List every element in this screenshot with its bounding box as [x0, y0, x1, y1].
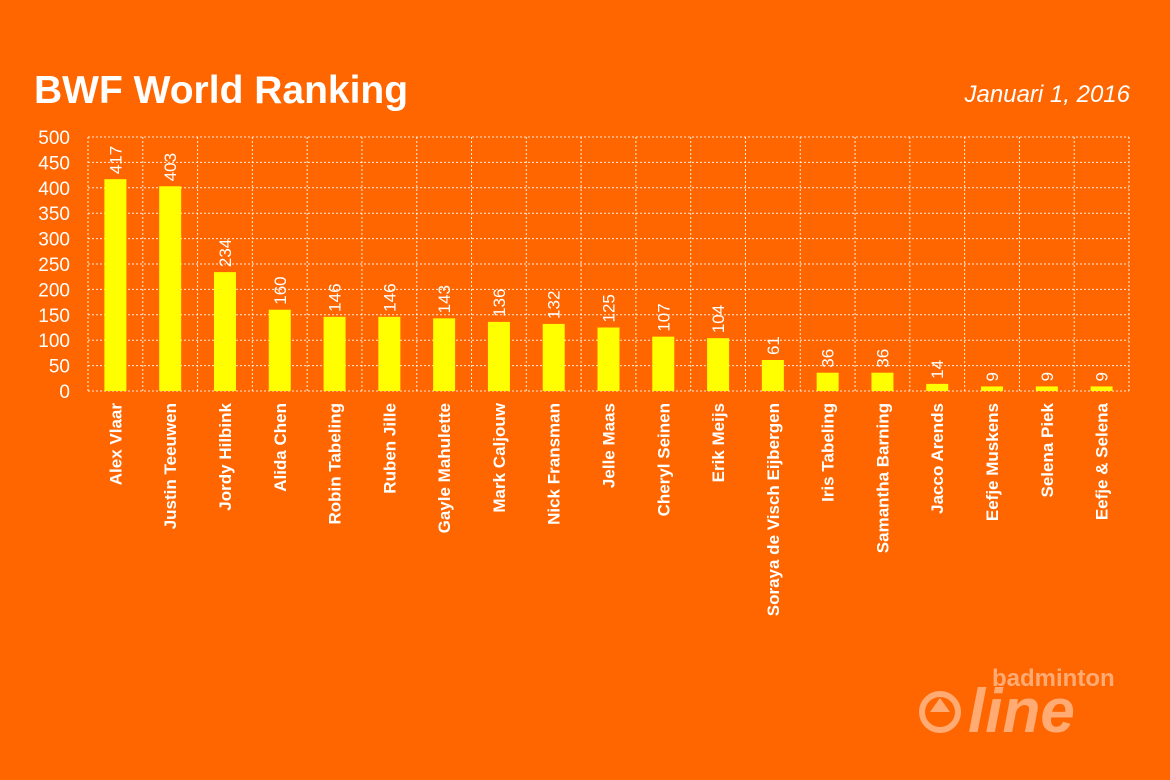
value-label: 234: [216, 239, 235, 267]
bar: [268, 309, 291, 391]
bar: [981, 386, 1004, 391]
chart-date: Januari 1, 2016: [964, 81, 1130, 108]
value-label: 146: [380, 283, 399, 311]
value-label: 132: [545, 291, 564, 319]
bar: [1090, 386, 1113, 391]
bar: [104, 179, 127, 391]
value-label: 417: [106, 146, 125, 174]
x-tick-label: Gayle Mahulette: [435, 403, 454, 533]
x-tick-label: Jelle Maas: [600, 403, 619, 488]
logo-top-text: badminton: [992, 665, 1115, 692]
bar: [1035, 386, 1058, 391]
x-tick-label: Jordy Hilbink: [216, 402, 235, 510]
value-label: 36: [873, 349, 892, 368]
x-tick-label: Alida Chen: [271, 403, 290, 492]
y-axis-ticks: 0 50 100 150 200 250 300 350 400 450 500: [38, 128, 70, 403]
bar: [597, 327, 620, 391]
chart-grid: [87, 136, 1130, 392]
x-tick-label: Erik Meijs: [709, 403, 728, 482]
value-label: 125: [600, 294, 619, 322]
bar: [159, 186, 182, 391]
y-tick-label: 450: [38, 153, 70, 174]
bar: [378, 316, 401, 391]
x-tick-label: Samantha Barning: [873, 403, 892, 553]
chart-title: BWF World Ranking: [34, 69, 409, 112]
bar: [433, 318, 456, 391]
y-tick-label: 350: [38, 204, 70, 225]
chart-bars: [104, 179, 1113, 391]
bar: [761, 360, 784, 391]
value-label: 61: [764, 336, 783, 355]
badmintonline-logo: badminton line: [919, 665, 1115, 740]
y-tick-label: 200: [38, 280, 70, 301]
x-tick-label: Eefje Muskens: [983, 403, 1002, 521]
value-label: 36: [819, 349, 838, 368]
x-tick-label: Justin Teeuwen: [161, 403, 180, 529]
x-tick-label: Selena Piek: [1038, 402, 1057, 497]
x-tick-label: Eefje & Selena: [1093, 402, 1112, 520]
y-tick-label: 0: [59, 382, 70, 403]
y-tick-label: 500: [38, 128, 70, 149]
y-tick-label: 50: [49, 357, 70, 378]
y-tick-label: 250: [38, 255, 70, 276]
x-tick-label: Ruben Jille: [380, 403, 399, 494]
logo-main-text: line: [968, 677, 1075, 740]
value-label: 107: [654, 303, 673, 331]
shuttlecock-icon: [919, 691, 961, 733]
bar: [816, 372, 839, 391]
value-labels: 417 403 234 160 146 146 143 136 132 125 107 104 61 36…: [106, 146, 1111, 382]
bar: [871, 372, 894, 391]
value-label: 104: [709, 305, 728, 333]
x-tick-label: Jacco Arends: [928, 403, 947, 514]
value-label: 160: [271, 276, 290, 304]
x-axis-labels: Alex Vlaar Justin Teeuwen Jordy Hilbink Ali…: [106, 402, 1111, 616]
x-tick-label: Robin Tabeling: [326, 403, 345, 525]
value-label: 9: [1093, 372, 1112, 381]
value-label: 9: [1038, 372, 1057, 381]
bar: [323, 316, 346, 391]
bar: [487, 321, 510, 391]
x-tick-label: Alex Vlaar: [106, 403, 125, 486]
x-tick-label: Iris Tabeling: [819, 403, 838, 502]
y-tick-label: 150: [38, 306, 70, 327]
x-tick-label: Cheryl Seinen: [654, 403, 673, 516]
y-tick-label: 100: [38, 331, 70, 352]
value-label: 146: [326, 283, 345, 311]
value-label: 403: [161, 153, 180, 181]
y-tick-label: 300: [38, 230, 70, 251]
value-label: 143: [435, 285, 454, 313]
bar: [707, 338, 730, 391]
bar: [542, 323, 565, 391]
value-label: 9: [983, 372, 1002, 381]
value-label: 14: [928, 360, 947, 379]
x-tick-label: Soraya de Visch Eijbergen: [764, 403, 783, 616]
bar: [652, 336, 675, 391]
bar: [926, 383, 949, 391]
value-label: 136: [490, 289, 509, 317]
y-tick-label: 400: [38, 179, 70, 200]
bar: [213, 272, 236, 391]
x-tick-label: Nick Fransman: [545, 403, 564, 525]
x-tick-label: Mark Caljouw: [490, 402, 509, 512]
